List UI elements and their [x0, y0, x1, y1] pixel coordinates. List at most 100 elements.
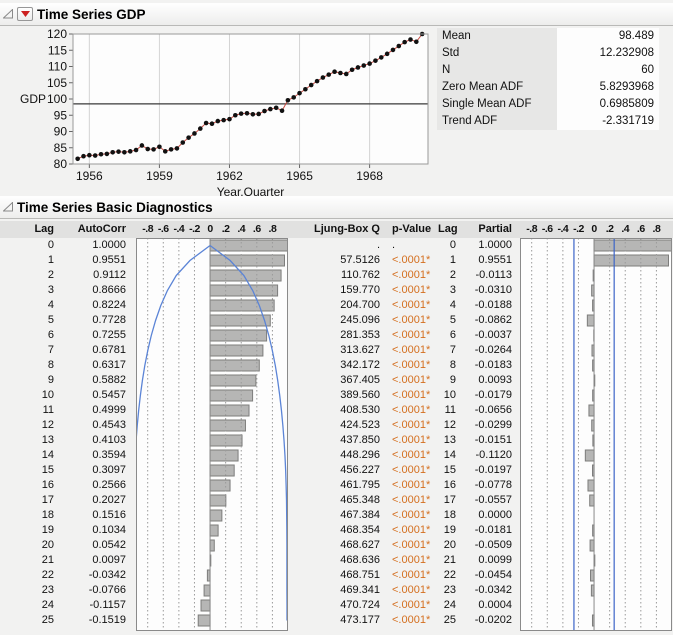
gdp-point[interactable] — [332, 69, 337, 74]
gdp-point[interactable] — [349, 67, 355, 73]
gdp-point[interactable] — [81, 153, 86, 159]
autocorr-bar[interactable] — [200, 599, 211, 612]
autocorr-bar[interactable] — [209, 524, 219, 537]
gdp-point[interactable] — [396, 43, 402, 49]
gdp-point[interactable] — [262, 108, 267, 114]
gdp-point[interactable] — [355, 65, 361, 70]
gdp-point[interactable] — [168, 147, 174, 152]
autocorr-bar[interactable] — [209, 314, 271, 327]
gdp-point[interactable] — [367, 61, 372, 66]
gdp-point[interactable] — [308, 82, 314, 88]
autocorr-bar[interactable] — [209, 359, 260, 372]
gdp-point[interactable] — [233, 112, 238, 118]
autocorr-bar[interactable] — [209, 329, 268, 342]
gdp-point[interactable] — [303, 86, 308, 92]
gdp-point[interactable] — [361, 63, 367, 68]
autocorr-bar[interactable] — [209, 434, 243, 447]
gdp-point[interactable] — [197, 126, 203, 131]
gdp-point[interactable] — [186, 135, 191, 140]
autocorr-bar[interactable] — [209, 344, 264, 357]
gdp-point[interactable] — [320, 75, 326, 80]
gdp-point[interactable] — [338, 70, 343, 76]
gdp-point[interactable] — [244, 111, 250, 116]
gdp-point[interactable] — [127, 149, 133, 154]
disclosure-open-icon[interactable] — [2, 9, 13, 20]
autocorr-bar-chart[interactable] — [136, 238, 288, 631]
diagnostics-section-header[interactable]: Time Series Basic Diagnostics — [0, 196, 673, 219]
partial-bar[interactable] — [593, 239, 672, 252]
partial-bar[interactable] — [589, 494, 595, 507]
gdp-point[interactable] — [209, 121, 215, 126]
gdp-point[interactable] — [291, 95, 297, 100]
gdp-point[interactable] — [390, 47, 396, 53]
partial-bar[interactable] — [584, 449, 595, 462]
autocorr-bar[interactable] — [197, 614, 211, 627]
gdp-point[interactable] — [116, 149, 121, 154]
gdp-point[interactable] — [215, 118, 221, 124]
red-triangle-menu-icon[interactable] — [17, 7, 33, 21]
autocorr-bar[interactable] — [209, 419, 246, 432]
gdp-point[interactable] — [75, 156, 80, 162]
gdp-point[interactable] — [273, 105, 279, 111]
gdp-section-header[interactable]: Time Series GDP — [0, 3, 673, 26]
autocorr-bar[interactable] — [209, 539, 215, 552]
gdp-point[interactable] — [279, 108, 285, 113]
gdp-point[interactable] — [227, 116, 232, 122]
gdp-time-series-plot[interactable]: 1956 1959 1962 1965 1968 80 85 90 95 100 105 110 115… — [0, 28, 435, 196]
gdp-point[interactable] — [162, 149, 168, 154]
gdp-point[interactable] — [414, 39, 419, 45]
gdp-point[interactable] — [133, 147, 139, 153]
partial-bar[interactable] — [590, 569, 595, 582]
gdp-point[interactable] — [285, 98, 291, 103]
partial-bar[interactable] — [587, 479, 595, 492]
gdp-point[interactable] — [110, 150, 116, 155]
gdp-point[interactable] — [250, 111, 256, 117]
gdp-point[interactable] — [104, 151, 110, 157]
gdp-point[interactable] — [151, 147, 156, 152]
gdp-point[interactable] — [378, 55, 384, 60]
partial-bar[interactable] — [586, 314, 595, 327]
gdp-point[interactable] — [203, 120, 209, 126]
gdp-point[interactable] — [408, 37, 413, 42]
gdp-point[interactable] — [122, 150, 127, 155]
gdp-point[interactable] — [180, 140, 186, 145]
autocorr-bar[interactable] — [209, 404, 250, 417]
gdp-point[interactable] — [157, 144, 162, 150]
gdp-point[interactable] — [221, 117, 226, 123]
gdp-point[interactable] — [268, 106, 273, 112]
autocorr-bar[interactable] — [209, 374, 257, 387]
disclosure-open-icon[interactable] — [2, 202, 13, 213]
autocorr-bar[interactable] — [209, 284, 279, 297]
partial-bar-chart[interactable] — [520, 238, 672, 631]
gdp-point[interactable] — [297, 90, 302, 96]
partial-bar[interactable] — [588, 404, 595, 417]
autocorr-bar[interactable] — [203, 584, 211, 597]
gdp-point[interactable] — [384, 51, 390, 57]
gdp-point[interactable] — [238, 111, 244, 116]
gdp-point[interactable] — [174, 146, 180, 151]
autocorr-bar[interactable] — [209, 449, 239, 462]
gdp-point[interactable] — [343, 71, 349, 77]
autocorr-bar[interactable] — [209, 494, 227, 507]
autocorr-bar[interactable] — [209, 239, 288, 252]
autocorr-bar[interactable] — [209, 509, 223, 522]
gdp-point[interactable] — [256, 111, 261, 117]
autocorr-bar[interactable] — [209, 389, 254, 402]
gdp-point[interactable] — [402, 39, 407, 45]
autocorr-bar[interactable] — [209, 254, 286, 267]
autocorr-bar[interactable] — [209, 464, 235, 477]
autocorr-cell: -0.0342 — [88, 569, 126, 581]
partial-bar[interactable] — [593, 254, 670, 267]
gdp-point[interactable] — [373, 58, 378, 63]
gdp-point[interactable] — [192, 131, 197, 136]
autocorr-bar[interactable] — [209, 299, 275, 312]
gdp-point[interactable] — [314, 78, 320, 84]
gdp-point[interactable] — [139, 143, 145, 148]
gdp-point[interactable] — [92, 153, 98, 158]
gdp-point[interactable] — [87, 152, 92, 158]
gdp-point[interactable] — [326, 72, 332, 77]
partial-bar[interactable] — [589, 539, 595, 552]
autocorr-bar[interactable] — [209, 479, 231, 492]
gdp-point[interactable] — [145, 146, 151, 152]
gdp-point[interactable] — [98, 151, 104, 157]
